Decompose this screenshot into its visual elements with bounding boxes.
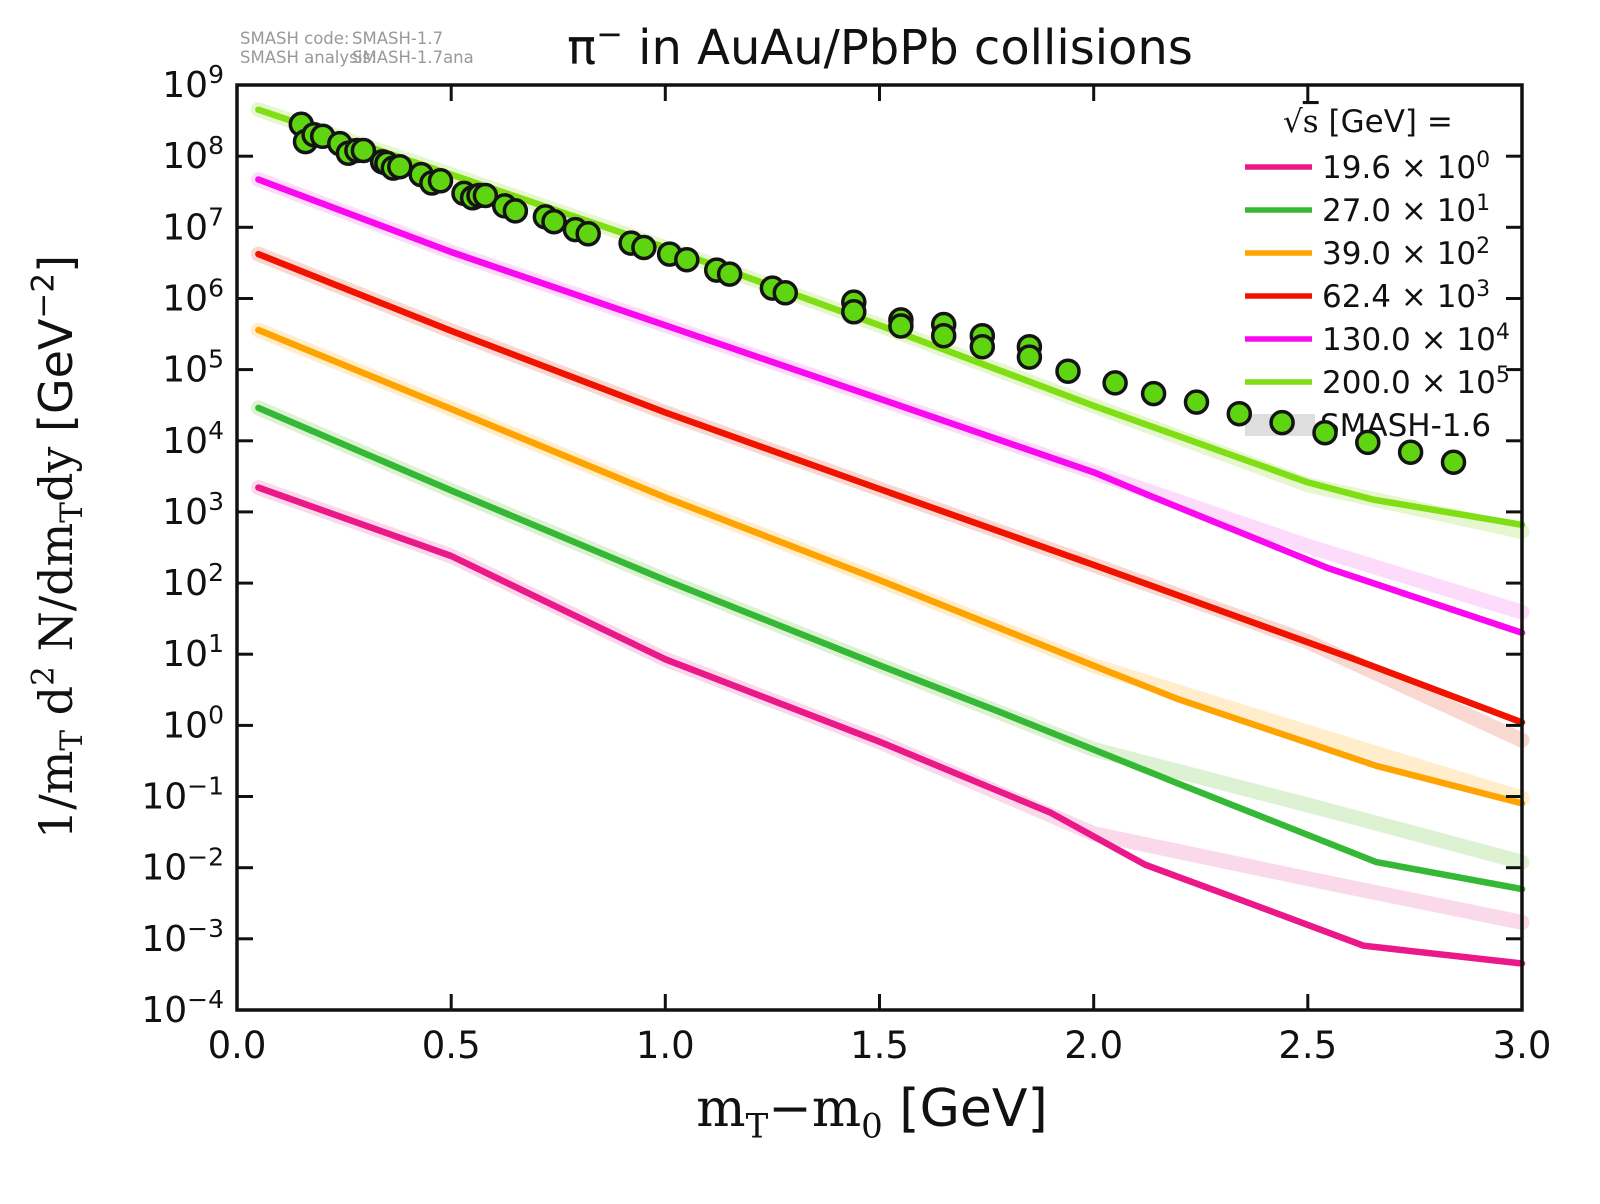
data-point <box>575 221 601 247</box>
y-tick-label: 10−2 <box>141 843 224 889</box>
y-tick-label: 109 <box>162 60 224 106</box>
legend-label-62.4: 62.4 × 103 <box>1322 277 1490 315</box>
y-tick-label: 100 <box>162 700 224 746</box>
data-point <box>1183 389 1210 415</box>
data-point <box>1355 429 1381 456</box>
tick-labels: 0.0 0.5 1.0 1.5 2.0 2.5 3.0 109 108 107 106 105 104 1… <box>141 60 1551 1067</box>
x-tick-label: 1.5 <box>850 1024 909 1067</box>
x-tick-label: 0.5 <box>422 1024 481 1067</box>
x-tick-label: 3.0 <box>1493 1024 1552 1067</box>
y-tick-label: 102 <box>162 558 224 604</box>
legend-label-39.0: 39.0 × 102 <box>1322 234 1490 272</box>
data-point <box>1269 409 1295 436</box>
x-tick-label: 0.0 <box>208 1024 267 1067</box>
data-point <box>502 198 529 224</box>
smash-code-value: SMASH-1.7 <box>352 29 443 48</box>
x-axis-label: mT−m0 [GeV] <box>696 1079 1048 1146</box>
data-point <box>1440 449 1467 475</box>
data-point <box>969 333 996 360</box>
data-point <box>350 137 377 164</box>
legend-label-27.0: 27.0 × 101 <box>1322 191 1490 229</box>
smash-analysis-value: SMASH-1.7ana <box>352 48 474 67</box>
series-line-62.4 <box>255 250 1526 726</box>
series-line-27.0 <box>255 404 1526 893</box>
legend-title: √s [GeV] = <box>1283 104 1453 140</box>
series-line-130.0 <box>255 176 1526 637</box>
data-point <box>716 261 743 287</box>
legend-label-130.0: 130.0 × 104 <box>1322 320 1510 358</box>
y-tick-label: 105 <box>162 345 224 391</box>
y-tick-label: 106 <box>162 274 224 320</box>
smash-code-label: SMASH code: <box>240 29 349 48</box>
y-axis-label: 1/mT d2 N/dmTdy [GeV−2] <box>26 255 91 839</box>
y-tick-label: 10−3 <box>141 914 224 960</box>
data-point <box>1226 400 1253 427</box>
page-title: π− in AuAu/PbPb collisions <box>567 15 1193 76</box>
data-point <box>1397 439 1424 465</box>
y-tick-label: 104 <box>162 416 224 462</box>
y-tick-label: 103 <box>162 487 224 533</box>
smash16-band-27.0 <box>250 400 1530 870</box>
data-point <box>1140 380 1167 407</box>
y-tick-label: 108 <box>162 131 224 177</box>
legend: √s [GeV] = 19.6 × 100 27.0 × 101 39.0 × 102… <box>1245 104 1510 444</box>
corner-annotation: SMASH code: SMASH-1.7 SMASH analysis: SM… <box>240 29 474 67</box>
y-tick-label: 101 <box>162 629 224 675</box>
y-tick-label: 10−4 <box>141 985 224 1031</box>
data-point <box>674 246 700 273</box>
data-point <box>930 322 957 349</box>
y-tick-label: 107 <box>162 202 224 248</box>
series-line-19.6 <box>255 484 1526 967</box>
data-point <box>1055 358 1081 384</box>
data-point <box>541 208 567 235</box>
y-tick-label: 10−1 <box>141 772 224 818</box>
data-point <box>1312 419 1338 446</box>
series-line-39.0 <box>255 326 1526 807</box>
legend-label-smash16: SMASH-1.6 <box>1320 408 1491 444</box>
x-tick-label: 2.5 <box>1278 1024 1337 1067</box>
smash-analysis-label: SMASH analysis: <box>240 48 377 67</box>
data-point <box>631 234 657 261</box>
data-point <box>427 168 454 194</box>
legend-label-19.6: 19.6 × 100 <box>1322 148 1490 186</box>
axis-ticks <box>235 83 1524 1012</box>
data-point <box>387 153 413 180</box>
legend-label-200.0: 200.0 × 105 <box>1322 363 1510 401</box>
x-tick-label: 2.0 <box>1064 1024 1123 1067</box>
data-point <box>841 299 867 325</box>
smash16-bands-layer <box>250 102 1530 930</box>
scatter-layer <box>288 111 1467 475</box>
data-point <box>1016 344 1043 370</box>
data-point <box>1102 370 1128 396</box>
data-point <box>888 313 914 339</box>
x-tick-label: 1.0 <box>636 1024 695 1067</box>
data-point <box>772 280 799 306</box>
data-point <box>472 182 499 209</box>
